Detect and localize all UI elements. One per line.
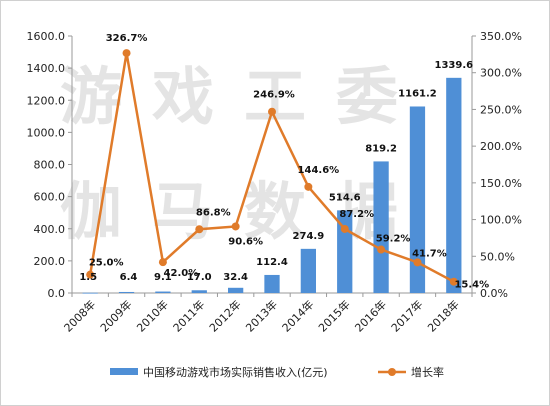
- growth-value-label: 86.8%: [196, 207, 231, 218]
- bar: [155, 291, 171, 293]
- bar: [82, 292, 98, 294]
- bar-value-label: 17.0: [187, 272, 212, 283]
- bar-value-label: 514.6: [329, 192, 361, 203]
- y-left-tick-label: 1600.0: [27, 30, 66, 43]
- y-right-tick-label: 150.0%: [480, 177, 522, 190]
- bar-value-label: 112.4: [256, 257, 288, 268]
- growth-point: [340, 224, 349, 233]
- bar-value-label: 819.2: [365, 143, 397, 154]
- y-left-tick-label: 0.0: [48, 287, 66, 300]
- bar-value-label: 1.5: [79, 272, 97, 283]
- growth-point: [158, 258, 167, 267]
- legend: 中国移动游戏市场实际销售收入(亿元) 增长率: [110, 365, 444, 379]
- legend-bar-swatch: [110, 368, 138, 375]
- bar-value-label: 9.1: [154, 272, 172, 283]
- data-labels: 1.5 6.4 9.1 17.0 32.4 112.4 274.9 514.6 819.2 116…: [79, 33, 489, 291]
- bar: [446, 77, 462, 293]
- growth-value-label: 59.2%: [376, 234, 411, 245]
- growth-point: [86, 270, 95, 279]
- bar: [373, 161, 389, 293]
- bar-value-label: 32.4: [223, 272, 248, 283]
- y-right-tick-label: 100.0%: [480, 214, 522, 227]
- bar-value-label: 1339.6: [435, 60, 474, 71]
- growth-point: [122, 49, 131, 58]
- y-right-tick-label: 350.0%: [480, 30, 522, 43]
- y-right-tick-label: 250.0%: [480, 103, 522, 116]
- y-left-tick-label: 1200.0: [27, 94, 66, 107]
- y-left-tick-label: 200.0: [34, 255, 66, 268]
- bar: [409, 106, 426, 294]
- legend-line-label: 增长率: [411, 365, 444, 379]
- growth-value-label: 326.7%: [106, 33, 148, 44]
- growth-point: [413, 258, 422, 267]
- bar: [191, 290, 207, 293]
- y-left-tick-label: 400.0: [34, 223, 66, 236]
- growth-point: [304, 182, 313, 191]
- bar: [118, 291, 135, 293]
- growth-point: [449, 277, 458, 286]
- bar: [228, 287, 244, 293]
- bar-value-label: 1161.2: [398, 88, 437, 99]
- y-left-tick-label: 1400.0: [27, 62, 66, 75]
- y-right-tick-label: 300.0%: [480, 67, 522, 80]
- legend-bar-label: 中国移动游戏市场实际销售收入(亿元): [143, 365, 328, 379]
- growth-point: [268, 107, 276, 116]
- growth-value-label: 42.0%: [164, 268, 199, 279]
- y-left-tick-label: 1000.0: [27, 126, 66, 139]
- y-right-tick-label: 50.0%: [480, 250, 515, 263]
- growth-value-label: 25.0%: [89, 258, 124, 269]
- growth-line: [86, 49, 458, 286]
- growth-value-label: 15.4%: [454, 280, 489, 291]
- growth-value-label: 144.6%: [298, 165, 340, 176]
- bar: [300, 248, 316, 293]
- growth-point: [195, 225, 204, 234]
- y-right-tick-label: 200.0%: [480, 140, 522, 153]
- bar-value-label: 274.9: [293, 231, 325, 242]
- bar: [264, 274, 280, 293]
- bar-value-label: 6.4: [120, 272, 138, 283]
- growth-value-label: 87.2%: [339, 209, 374, 220]
- growth-value-label: 90.6%: [228, 236, 263, 247]
- growth-point: [231, 222, 240, 231]
- legend-line-marker: [388, 368, 396, 376]
- y-right-tick-label: 0.0%: [480, 287, 508, 300]
- y-left-tick-label: 800.0: [34, 159, 66, 172]
- growth-point: [377, 245, 386, 254]
- growth-value-label: 246.9%: [253, 90, 295, 101]
- y-left-tick-label: 600.0: [34, 191, 66, 204]
- growth-value-label: 41.7%: [412, 248, 447, 259]
